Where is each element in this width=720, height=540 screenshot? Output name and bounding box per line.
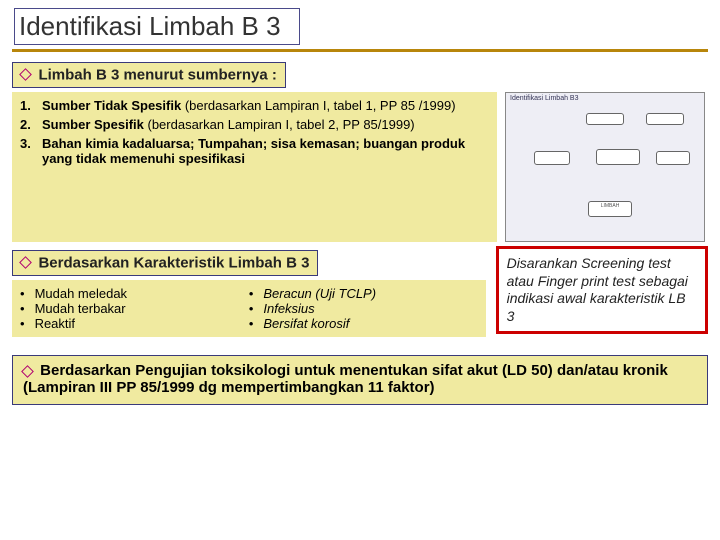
diagram-node [646, 113, 684, 125]
item-number: 3. [20, 136, 42, 166]
page-title: Identifikasi Limbah B 3 [14, 8, 300, 45]
section1-heading-box: Limbah B 3 menurut sumbernya : [12, 62, 286, 88]
diagram-node [534, 151, 570, 165]
item-rest: (berdasarkan Lampiran I, tabel 1, PP 85 … [181, 98, 455, 113]
char-col-1: Mudah meledak Mudah terbakar Reaktif [20, 286, 249, 331]
diagram-node [586, 113, 624, 125]
list-item: Bersifat korosif [249, 316, 478, 331]
item-body: Sumber Tidak Spesifik (berdasarkan Lampi… [42, 98, 489, 113]
char-col-2: Beracun (Uji TCLP) Infeksius Bersifat ko… [249, 286, 478, 331]
characteristics-inner: Berdasarkan Karakteristik Limbah B 3 Mud… [12, 246, 486, 337]
section3-box: Berdasarkan Pengujian toksikologi untuk … [12, 355, 708, 405]
source-list: 1. Sumber Tidak Spesifik (berdasarkan La… [20, 98, 489, 166]
list-item: 2. Sumber Spesifik (berdasarkan Lampiran… [20, 117, 489, 132]
diagram-node [656, 151, 690, 165]
item-bold: Bahan kimia kadaluarsa; Tumpahan; sisa k… [42, 136, 465, 166]
characteristics-row: Berdasarkan Karakteristik Limbah B 3 Mud… [0, 242, 720, 337]
section2-heading-box: Berdasarkan Karakteristik Limbah B 3 [12, 250, 318, 276]
section1-heading: Limbah B 3 menurut sumbernya : [38, 66, 276, 83]
list-item: Infeksius [249, 301, 478, 316]
diagram-node: LIMBAH [588, 201, 632, 217]
diagram-node [596, 149, 640, 165]
diamond-icon [21, 365, 34, 378]
title-container: Identifikasi Limbah B 3 [0, 0, 720, 47]
flowchart-diagram: Identifikasi Limbah B3 LIMBAH [505, 92, 705, 242]
list-item: Beracun (Uji TCLP) [249, 286, 478, 301]
divider [12, 49, 708, 52]
list-item: Mudah terbakar [20, 301, 249, 316]
source-list-box: 1. Sumber Tidak Spesifik (berdasarkan La… [12, 92, 497, 242]
item-rest: (berdasarkan Lampiran I, tabel 2, PP 85/… [144, 117, 415, 132]
recommendation-box: Disarankan Screening test atau Finger pr… [496, 246, 708, 334]
section3-text: Berdasarkan Pengujian toksikologi untuk … [23, 362, 668, 396]
section2-heading: Berdasarkan Karakteristik Limbah B 3 [38, 254, 309, 271]
list-item: 1. Sumber Tidak Spesifik (berdasarkan La… [20, 98, 489, 113]
upper-row: 1. Sumber Tidak Spesifik (berdasarkan La… [0, 92, 720, 242]
item-body: Sumber Spesifik (berdasarkan Lampiran I,… [42, 117, 489, 132]
list-item: 3. Bahan kimia kadaluarsa; Tumpahan; sis… [20, 136, 489, 166]
list-item: Mudah meledak [20, 286, 249, 301]
item-bold: Sumber Spesifik [42, 117, 144, 132]
diagram-title: Identifikasi Limbah B3 [510, 95, 578, 102]
item-number: 2. [20, 117, 42, 132]
item-bold: Sumber Tidak Spesifik [42, 98, 181, 113]
diamond-icon [19, 68, 32, 81]
diamond-icon [19, 256, 32, 269]
list-item: Reaktif [20, 316, 249, 331]
characteristics-columns: Mudah meledak Mudah terbakar Reaktif Ber… [12, 280, 486, 337]
item-number: 1. [20, 98, 42, 113]
item-body: Bahan kimia kadaluarsa; Tumpahan; sisa k… [42, 136, 489, 166]
